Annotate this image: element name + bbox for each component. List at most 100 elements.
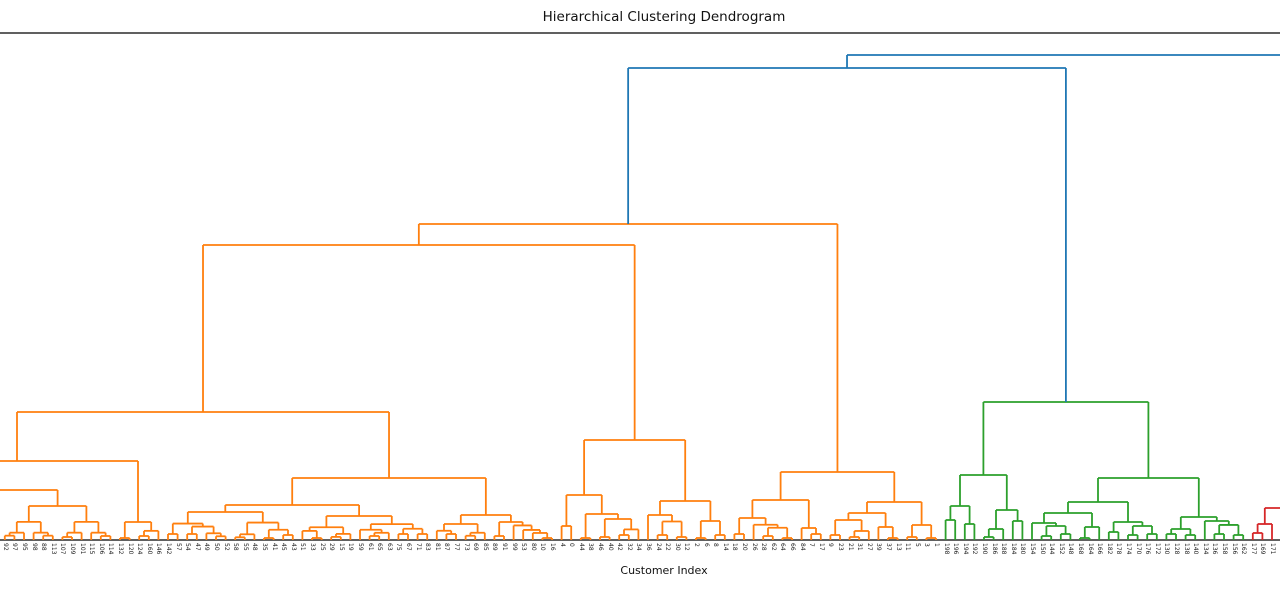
leaf-label: 67	[405, 543, 412, 551]
leaf-label: 128	[1173, 543, 1180, 555]
leaf-label: 81	[433, 543, 441, 551]
leaf-label: 140	[1192, 543, 1200, 555]
leaf-label: 32	[625, 543, 633, 551]
leaf-label: 33	[309, 543, 316, 551]
leaf-label: 97	[11, 543, 19, 551]
leaf-label: 91	[501, 543, 508, 551]
leaf-label: 172	[1153, 543, 1161, 555]
leaf-label: 192	[971, 543, 979, 555]
leaf-label: 138	[1182, 543, 1190, 555]
leaf-label: 136	[1211, 543, 1219, 555]
leaf-label: 144	[1048, 543, 1056, 555]
leaf-label: 182	[1105, 543, 1113, 555]
leaf-label: 26	[750, 543, 758, 551]
x-axis-label: Customer Index	[620, 564, 708, 577]
leaf-label: 29	[328, 543, 336, 551]
leaf-label: 52	[222, 543, 230, 551]
leaf-label: 62	[769, 543, 777, 551]
leaf-label: 7	[808, 543, 816, 547]
leaf-label: 88	[40, 543, 48, 551]
leaf-label: 77	[453, 543, 460, 551]
leaf-label: 69	[472, 543, 480, 551]
leaf-label: 132	[117, 543, 124, 555]
leaf-label: 39	[875, 543, 883, 551]
leaf-label: 27	[865, 543, 873, 551]
leaf-label: 48	[251, 543, 259, 551]
leaf-label: 73	[462, 543, 470, 551]
leaf-label: 11	[904, 543, 912, 551]
leaf-label: 63	[385, 543, 393, 551]
leaf-label: 107	[59, 543, 67, 555]
leaf-label: 106	[97, 543, 105, 555]
leaf-label: 51	[299, 543, 307, 551]
leaf-label: 2	[693, 543, 700, 547]
leaf-label: 174	[1125, 543, 1132, 555]
leaf-label: 4	[558, 543, 566, 547]
leaf-label: 83	[424, 543, 432, 551]
leaf-label: 134	[1201, 543, 1209, 555]
leaf-label: 13	[894, 543, 902, 551]
leaf-label: 19	[347, 543, 355, 551]
leaf-label: 164	[1086, 543, 1094, 555]
leaf-label: 28	[760, 543, 768, 551]
leaf-label: 196	[952, 543, 960, 555]
leaf-label: 50	[213, 543, 220, 551]
leaf-label: 169	[1259, 543, 1267, 555]
leaf-label: 146	[155, 543, 163, 555]
leaf-label: 148	[1067, 543, 1075, 555]
leaf-label: 124	[136, 543, 144, 555]
leaf-label: 142	[165, 543, 172, 555]
leaf-label: 98	[30, 543, 38, 551]
leaf-label: 18	[731, 543, 739, 551]
leaf-label: 84	[798, 543, 806, 551]
leaf-label: 5	[913, 543, 921, 547]
leaf-label: 49	[203, 543, 211, 551]
leaf-label: 25	[318, 543, 326, 551]
leaf-label: 130	[1163, 543, 1171, 555]
leaf-label: 109	[69, 543, 76, 555]
leaf-label: 20	[741, 543, 748, 551]
leaf-label: 194	[961, 543, 969, 555]
leaf-label: 113	[49, 543, 57, 555]
leaf-label: 23	[837, 543, 844, 551]
leaf-label: 154	[1029, 543, 1036, 555]
leaf-label: 166	[1096, 543, 1104, 555]
leaf-label: 95	[21, 543, 28, 551]
leaf-label: 178	[1115, 543, 1123, 555]
leaf-label: 180	[1019, 543, 1027, 555]
leaf-label: 115	[88, 543, 96, 555]
leaf-label: 35	[261, 543, 268, 551]
leaf-label: 150	[1038, 543, 1046, 555]
leaf-label: 170	[1134, 543, 1142, 555]
leaf-label: 53	[520, 543, 528, 551]
leaf-label: 89	[491, 543, 499, 551]
leaf-label: 171	[1269, 543, 1276, 555]
leaf-label: 42	[616, 543, 624, 551]
leaf-label: 1	[933, 543, 940, 547]
leaf-label: 58	[232, 543, 240, 551]
leaf-label: 64	[779, 543, 787, 551]
leaf-label: 36	[645, 543, 652, 551]
leaf-label: 85	[481, 543, 489, 551]
leaf-label: 168	[1077, 543, 1084, 555]
leaf-label: 101	[78, 543, 86, 555]
leaf-label: 87	[443, 543, 451, 551]
leaf-label: 15	[337, 543, 345, 551]
leaf-label: 158	[1221, 543, 1228, 555]
leaf-label: 114	[107, 543, 115, 555]
leaf-label: 21	[846, 543, 854, 551]
leaf-label: 22	[664, 543, 672, 551]
leaf-label: 177	[1249, 543, 1257, 555]
leaf-label: 16	[549, 543, 556, 551]
leaf-label: 14	[721, 543, 729, 551]
leaf-label: 71	[414, 543, 422, 551]
leaf-label: 0	[568, 543, 576, 547]
leaf-label: 3	[923, 543, 931, 547]
leaf-label: 10	[539, 543, 547, 551]
leaf-label: 31	[856, 543, 864, 551]
leaf-label: 17	[817, 543, 825, 551]
leaf-label: 55	[241, 543, 249, 551]
leaf-label: 40	[606, 543, 614, 551]
leaf-label: 8	[712, 543, 720, 547]
